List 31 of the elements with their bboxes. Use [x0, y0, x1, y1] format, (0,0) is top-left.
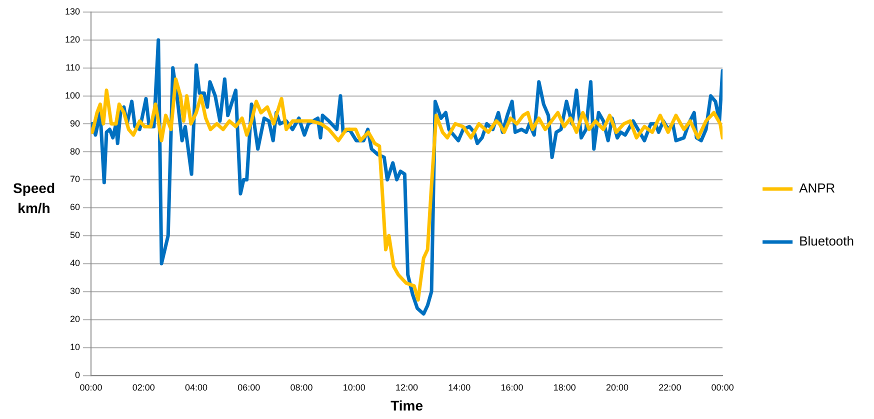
x-tick-label: 02:00 — [132, 382, 155, 392]
x-axis-title: Time — [390, 397, 424, 414]
y-tick-label: 80 — [70, 146, 80, 156]
y-tick-label: 110 — [66, 62, 80, 72]
x-tick-label: 18:00 — [553, 382, 576, 392]
y-tick-label: 50 — [70, 230, 80, 240]
x-tick-label: 04:00 — [185, 382, 208, 392]
y-tick-label: 130 — [64, 6, 80, 16]
y-tick-label: 90 — [70, 118, 80, 128]
legend-label: ANPR — [799, 180, 836, 196]
y-tick-label: 120 — [64, 34, 80, 44]
y-tick-label: 10 — [70, 342, 80, 352]
y-tick-label: 0 — [75, 370, 80, 380]
x-tick-label: 00:00 — [711, 382, 734, 392]
x-tick-label: 20:00 — [606, 382, 629, 392]
y-tick-label: 60 — [70, 202, 80, 212]
y-tick-label: 40 — [70, 258, 80, 268]
x-tick-label: 22:00 — [658, 382, 682, 392]
y-tick-label: 30 — [70, 286, 80, 296]
x-tick-label: 06:00 — [238, 382, 260, 392]
x-tick-label: 16:00 — [500, 382, 524, 392]
x-tick-label: 14:00 — [448, 382, 471, 392]
y-axis-title: Speed km/h — [12, 179, 56, 218]
x-tick-label: 10:00 — [342, 382, 366, 392]
y-tick-label: 20 — [70, 314, 80, 324]
legend-label: Bluetooth — [799, 234, 854, 249]
y-tick-label: 70 — [70, 174, 80, 184]
x-tick-label: 00:00 — [80, 382, 102, 392]
x-tick-label: 08:00 — [290, 382, 313, 392]
x-tick-label: 12:00 — [396, 382, 418, 392]
y-tick-label: 100 — [64, 90, 80, 100]
